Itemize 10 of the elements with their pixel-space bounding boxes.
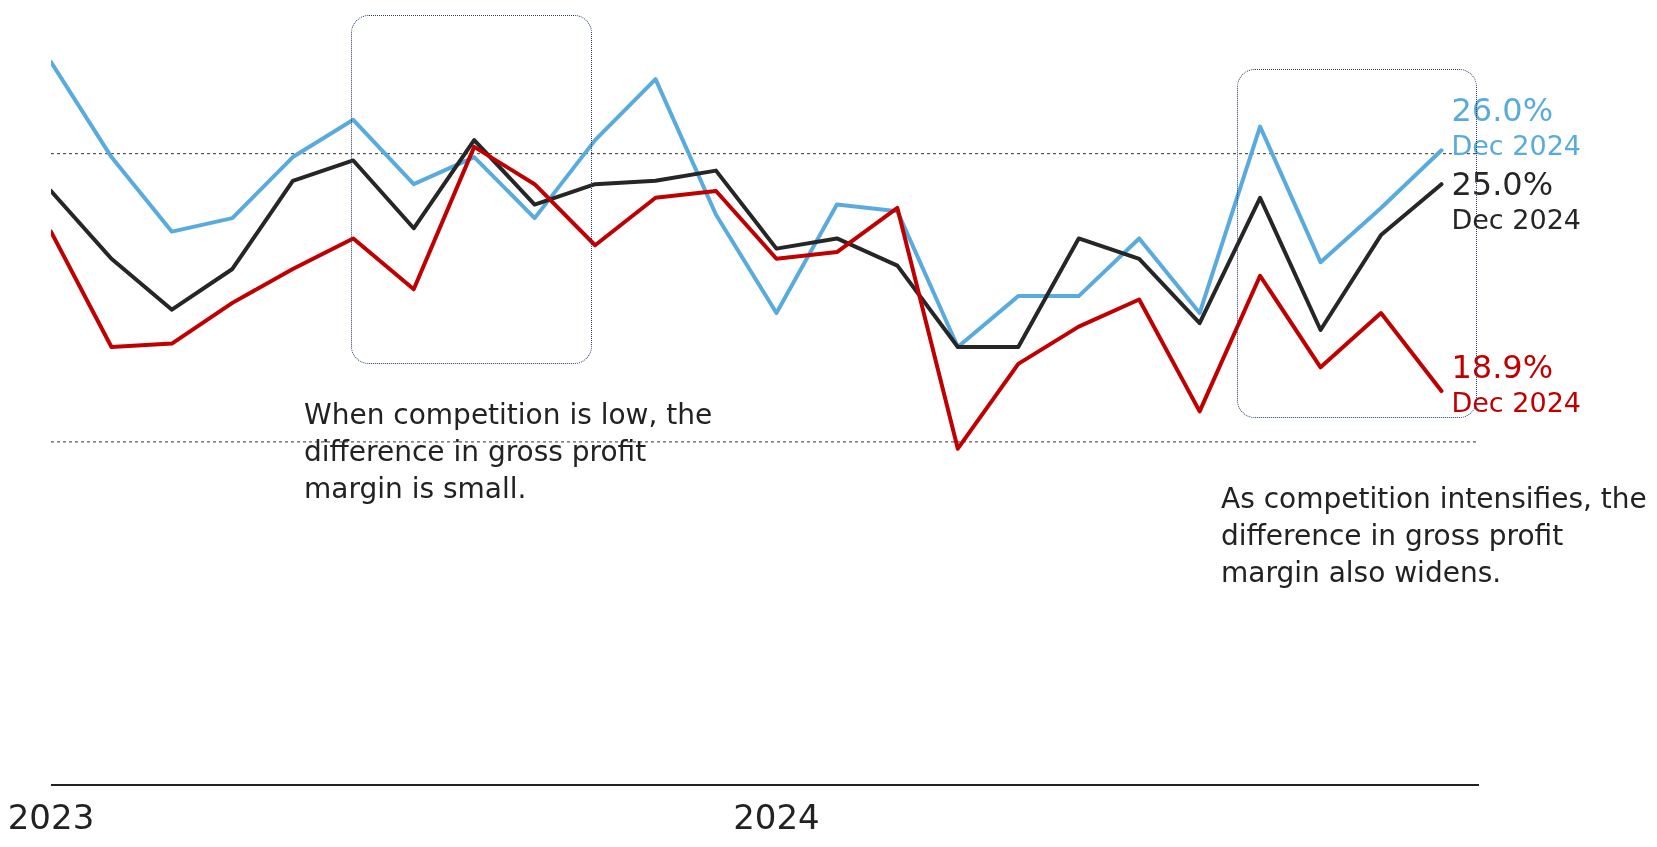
text: As competition intensifies, the difference in gross profit margin also widens. [1221,481,1648,591]
data-label: 18.9% [1451,348,1554,387]
annotation: Dec 2024 [1451,386,1581,421]
data-label: 26.0% [1451,91,1554,130]
annotation: Dec 2024 [1451,203,1581,238]
annotation: Dec 2024 [1451,129,1581,164]
annotation: When competition is low, the difference in gross profit margin is small. [304,397,714,507]
x-tick-label: 2023 [7,797,95,838]
data-label: 25.0% [1451,165,1554,204]
x-tick-label: 2024 [733,797,820,838]
